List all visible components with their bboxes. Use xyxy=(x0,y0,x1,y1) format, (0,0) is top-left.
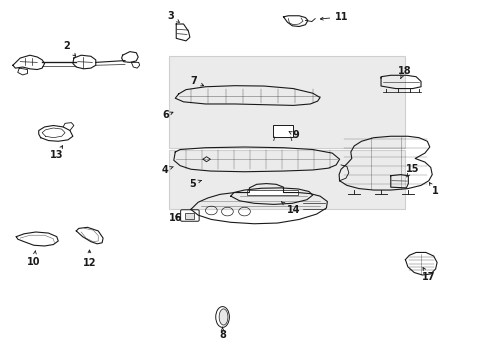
FancyBboxPatch shape xyxy=(180,210,199,221)
Text: 4: 4 xyxy=(161,165,173,175)
Bar xyxy=(246,190,298,195)
Text: 2: 2 xyxy=(63,41,76,56)
Text: 14: 14 xyxy=(281,202,300,216)
Bar xyxy=(168,56,405,148)
Bar xyxy=(272,126,293,137)
Text: 18: 18 xyxy=(397,66,410,78)
Bar xyxy=(168,149,405,209)
Text: 6: 6 xyxy=(162,111,173,121)
Text: 10: 10 xyxy=(27,251,41,267)
Text: 3: 3 xyxy=(167,11,179,22)
Ellipse shape xyxy=(219,309,227,325)
Text: 8: 8 xyxy=(219,327,225,340)
Text: 7: 7 xyxy=(189,76,203,86)
Text: 13: 13 xyxy=(50,146,63,160)
Bar xyxy=(184,213,194,219)
Ellipse shape xyxy=(215,307,229,327)
Text: 5: 5 xyxy=(188,179,201,189)
Text: 1: 1 xyxy=(428,183,438,197)
Text: 16: 16 xyxy=(168,213,182,222)
Text: 9: 9 xyxy=(288,130,299,140)
Text: 11: 11 xyxy=(320,12,348,22)
Text: 17: 17 xyxy=(421,267,435,282)
Text: 12: 12 xyxy=(82,250,96,268)
Text: 15: 15 xyxy=(405,164,419,177)
